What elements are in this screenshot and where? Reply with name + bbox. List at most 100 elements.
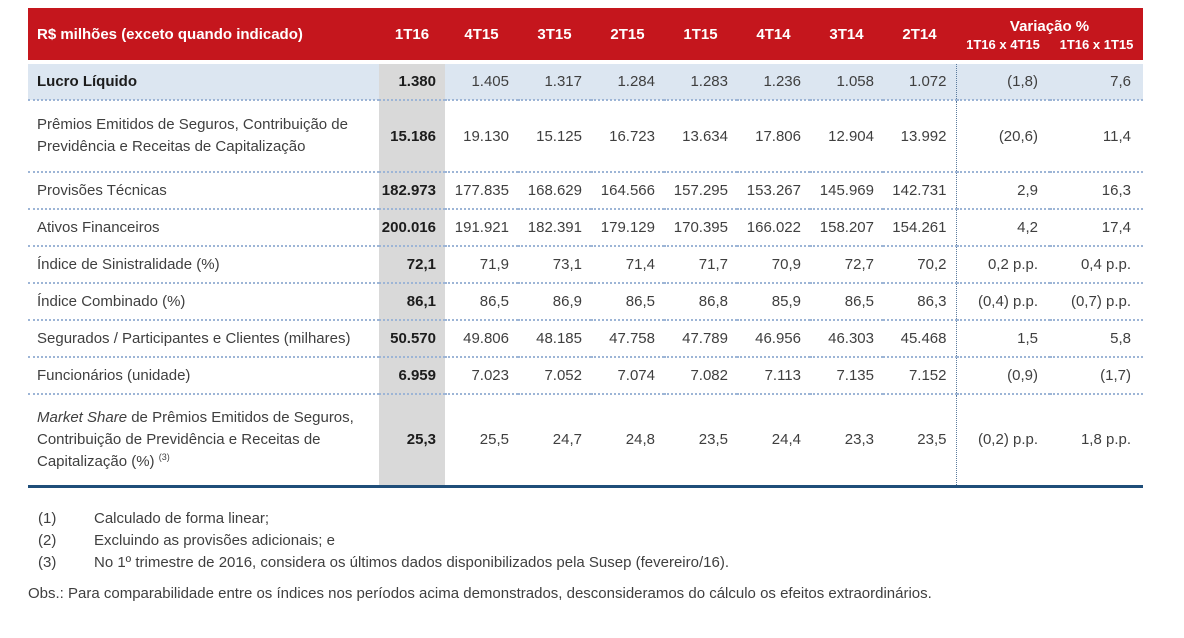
table-row: Lucro Líquido 1.380 1.405 1.317 1.284 1.283 1.… [28, 60, 1143, 100]
value-cell: 12.904 [810, 99, 883, 172]
footnotes: (1) Calculado de forma linear; (2) Excluin… [28, 508, 1158, 605]
table-body: Lucro Líquido 1.380 1.405 1.317 1.284 1.283 1.… [28, 60, 1143, 488]
value-cell: 71,9 [445, 245, 518, 283]
variation-cell: 0,4 p.p. [1050, 245, 1143, 283]
value-cell: 72,7 [810, 245, 883, 283]
unit-header: R$ milhões (exceto quando indicado) [28, 8, 379, 62]
value-cell: 24,4 [737, 393, 810, 488]
value-cell: 50.570 [379, 319, 445, 357]
variation-subheader: 1T16 x 4T15 [956, 36, 1050, 62]
variation-subheader: 1T16 x 1T15 [1050, 36, 1143, 62]
row-label: Índice de Sinistralidade (%) [28, 245, 379, 283]
value-cell: 7.135 [810, 356, 883, 394]
variation-cell: 1,8 p.p. [1050, 393, 1143, 488]
value-cell: 170.395 [664, 208, 737, 246]
variation-cell: (0,9) [955, 356, 1050, 394]
variation-cell: (0,7) p.p. [1050, 282, 1143, 320]
quarter-column-header: 2T15 [591, 8, 664, 62]
value-cell: 24,8 [591, 393, 664, 488]
table-row: Índice Combinado (%) 86,1 86,5 86,9 86,5 86,8… [28, 282, 1143, 320]
value-cell: 15.186 [379, 99, 445, 172]
variation-cell: (0,2) p.p. [955, 393, 1050, 488]
footnote-1: (1) Calculado de forma linear; [28, 508, 1158, 530]
value-cell: 72,1 [379, 245, 445, 283]
value-cell: 23,3 [810, 393, 883, 488]
value-cell: 46.303 [810, 319, 883, 357]
value-cell: 85,9 [737, 282, 810, 320]
row-label: Lucro Líquido [28, 60, 379, 100]
value-cell: 86,5 [445, 282, 518, 320]
footnote-3: (3) No 1º trimestre de 2016, considera os… [28, 552, 1158, 574]
quarter-column-header: 1T15 [664, 8, 737, 62]
observation-note: Obs.: Para comparabilidade entre os índi… [28, 585, 932, 602]
value-cell: 13.634 [664, 99, 737, 172]
row-label: Ativos Financeiros [28, 208, 379, 246]
quarter-column-header: 3T15 [518, 8, 591, 62]
value-cell: 1.284 [591, 60, 664, 100]
value-cell: 45.468 [883, 319, 956, 357]
variation-cell: 2,9 [955, 171, 1050, 209]
value-cell: 157.295 [664, 171, 737, 209]
financial-table: R$ milhões (exceto quando indicado) 1T16 4… [28, 8, 1143, 488]
row-label: Provisões Técnicas [28, 171, 379, 209]
value-cell: 48.185 [518, 319, 591, 357]
value-cell: 200.016 [379, 208, 445, 246]
quarter-column-header: 4T14 [737, 8, 810, 62]
footnote-marker: (1) [38, 510, 57, 527]
value-cell: 47.758 [591, 319, 664, 357]
value-cell: 24,7 [518, 393, 591, 488]
table-row: Market Share de Prêmios Emitidos de Segu… [28, 393, 1143, 488]
value-cell: 7.082 [664, 356, 737, 394]
variation-cell: 5,8 [1050, 319, 1143, 357]
value-cell: 182.973 [379, 171, 445, 209]
value-cell: 1.317 [518, 60, 591, 100]
row-label: Funcionários (unidade) [28, 356, 379, 394]
variation-cell: 17,4 [1050, 208, 1143, 246]
value-cell: 6.959 [379, 356, 445, 394]
row-label: Prêmios Emitidos de Seguros, Contribuiçã… [28, 99, 379, 172]
footnote-marker: (2) [38, 532, 57, 549]
table-row: Segurados / Participantes e Clientes (mi… [28, 319, 1143, 357]
value-cell: 86,5 [810, 282, 883, 320]
variation-cell: 7,6 [1050, 60, 1143, 100]
value-cell: 25,3 [379, 393, 445, 488]
value-cell: 86,5 [591, 282, 664, 320]
value-cell: 86,9 [518, 282, 591, 320]
table-row: Índice de Sinistralidade (%) 72,1 71,9 73,1… [28, 245, 1143, 283]
value-cell: 86,8 [664, 282, 737, 320]
footnote-marker: (3) [38, 554, 57, 571]
value-cell: 7.152 [883, 356, 956, 394]
value-cell: 70,2 [883, 245, 956, 283]
table-row: Provisões Técnicas 182.973 177.835 168.629 1… [28, 171, 1143, 209]
value-cell: 86,3 [883, 282, 956, 320]
value-cell: 46.956 [737, 319, 810, 357]
value-cell: 19.130 [445, 99, 518, 172]
value-cell: 166.022 [737, 208, 810, 246]
quarter-column-header: 2T14 [883, 8, 956, 62]
value-cell: 47.789 [664, 319, 737, 357]
quarter-column-header: 4T15 [445, 8, 518, 62]
table-row: Ativos Financeiros 200.016 191.921 182.391 1… [28, 208, 1143, 246]
value-cell: 182.391 [518, 208, 591, 246]
row-label: Índice Combinado (%) [28, 282, 379, 320]
value-cell: 23,5 [664, 393, 737, 488]
variation-cell: (1,7) [1050, 356, 1143, 394]
value-cell: 13.992 [883, 99, 956, 172]
table-header: R$ milhões (exceto quando indicado) 1T16 4… [28, 8, 1143, 62]
value-cell: 158.207 [810, 208, 883, 246]
variation-cell: 1,5 [955, 319, 1050, 357]
value-cell: 168.629 [518, 171, 591, 209]
variation-cell: (1,8) [955, 60, 1050, 100]
value-cell: 73,1 [518, 245, 591, 283]
value-cell: 177.835 [445, 171, 518, 209]
value-cell: 191.921 [445, 208, 518, 246]
footnote-text: Calculado de forma linear; [94, 510, 270, 527]
value-cell: 23,5 [883, 393, 956, 488]
value-cell: 1.380 [379, 60, 445, 100]
value-cell: 71,4 [591, 245, 664, 283]
value-cell: 86,1 [379, 282, 445, 320]
value-cell: 7.052 [518, 356, 591, 394]
value-cell: 7.113 [737, 356, 810, 394]
value-cell: 164.566 [591, 171, 664, 209]
